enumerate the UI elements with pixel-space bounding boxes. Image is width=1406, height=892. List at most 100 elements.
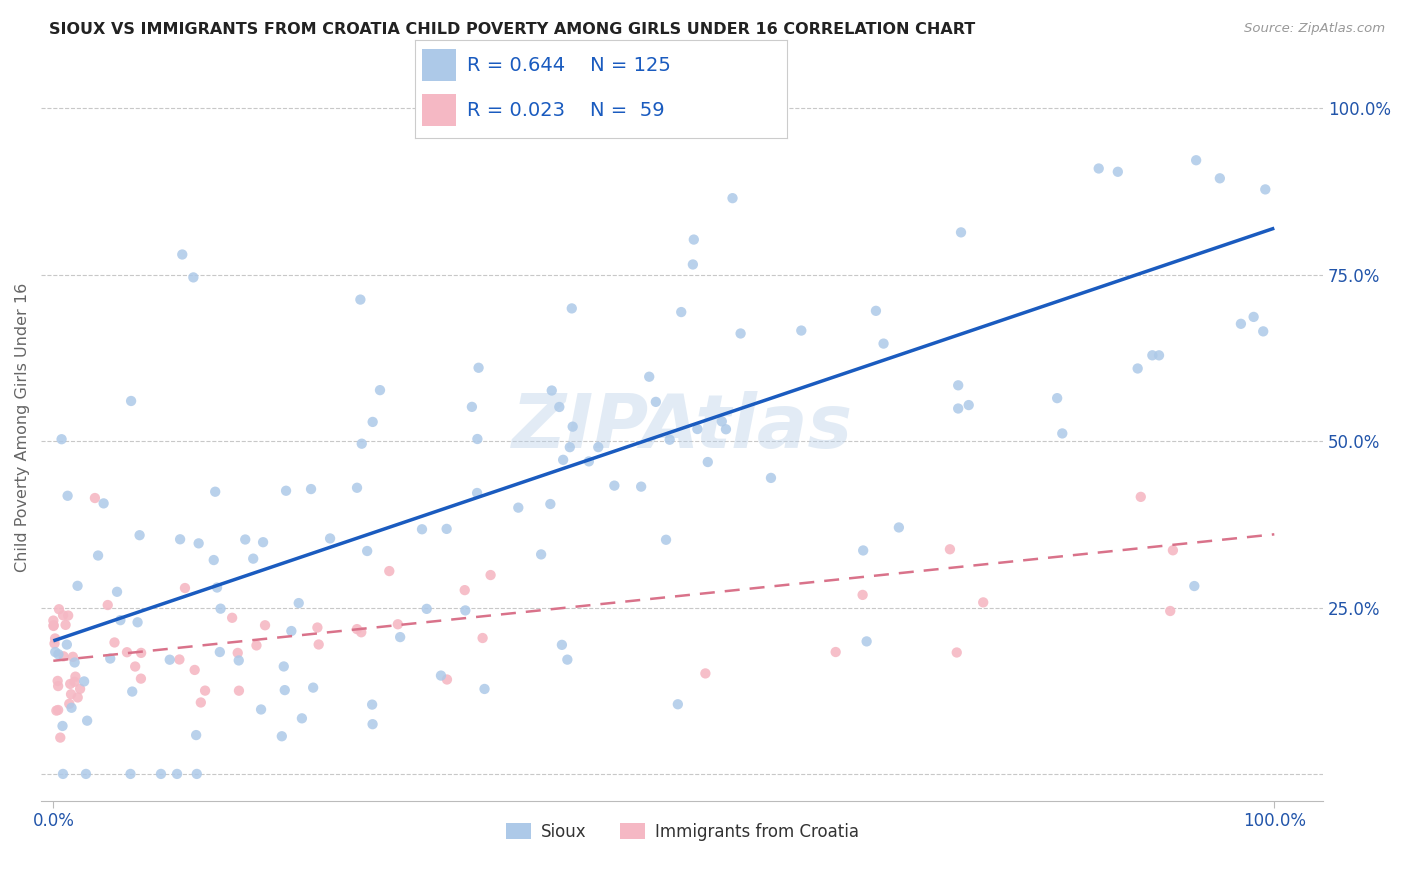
Point <box>245 639 267 653</box>
Point <box>1254 182 1277 196</box>
Point <box>110 613 132 627</box>
Point <box>73 674 96 689</box>
Point <box>97 598 120 612</box>
Point <box>454 603 477 617</box>
Point <box>1142 348 1164 362</box>
Point <box>561 301 583 316</box>
Point <box>120 394 142 409</box>
Point <box>287 596 309 610</box>
Point <box>129 672 152 686</box>
Point <box>48 602 70 616</box>
Point <box>436 673 458 687</box>
Point <box>174 581 197 595</box>
Point <box>75 767 97 781</box>
Point <box>361 717 384 731</box>
Point <box>1159 604 1181 618</box>
Point <box>52 767 75 781</box>
Point <box>759 471 782 485</box>
Point <box>561 419 583 434</box>
Point <box>129 646 152 660</box>
Point <box>66 579 89 593</box>
Point <box>44 645 66 659</box>
Point <box>103 635 125 649</box>
Point <box>939 542 962 557</box>
Point <box>183 270 205 285</box>
Point <box>270 729 292 743</box>
Point <box>1087 161 1109 176</box>
Point <box>169 533 191 547</box>
Point <box>356 544 378 558</box>
Point <box>280 624 302 638</box>
Point <box>49 731 72 745</box>
FancyBboxPatch shape <box>422 95 456 127</box>
Point <box>474 681 496 696</box>
Point <box>233 533 256 547</box>
Point <box>1251 324 1274 338</box>
Point <box>1185 153 1208 168</box>
Point <box>558 440 581 454</box>
Point <box>42 614 65 628</box>
Point <box>228 683 250 698</box>
Point <box>187 536 209 550</box>
Point <box>45 704 67 718</box>
Point <box>557 653 579 667</box>
Point <box>273 659 295 673</box>
FancyBboxPatch shape <box>422 49 456 81</box>
Point <box>44 632 66 646</box>
Point <box>603 478 626 492</box>
Point <box>508 500 530 515</box>
Point <box>202 553 225 567</box>
Legend: Sioux, Immigrants from Croatia: Sioux, Immigrants from Croatia <box>506 822 859 840</box>
Point <box>349 293 371 307</box>
Point <box>58 697 80 711</box>
Point <box>1243 310 1265 324</box>
Point <box>42 618 65 632</box>
Point <box>190 696 212 710</box>
Point <box>205 581 228 595</box>
Point <box>1107 165 1129 179</box>
Point <box>60 700 83 714</box>
Point <box>59 677 82 691</box>
Point <box>204 484 226 499</box>
Point <box>319 532 342 546</box>
Point <box>183 663 205 677</box>
Point <box>467 432 489 446</box>
Point <box>48 647 70 661</box>
Point <box>461 400 484 414</box>
Point <box>42 619 65 633</box>
Point <box>56 638 79 652</box>
Point <box>852 543 875 558</box>
Point <box>56 489 79 503</box>
Point <box>387 617 409 632</box>
Point <box>710 414 733 428</box>
Y-axis label: Child Poverty Among Girls Under 16: Child Poverty Among Girls Under 16 <box>15 284 30 573</box>
Point <box>824 645 846 659</box>
Point <box>950 225 973 239</box>
Point <box>1046 391 1069 405</box>
Point <box>538 497 561 511</box>
Point <box>76 714 98 728</box>
Point <box>945 645 967 659</box>
Point <box>790 324 813 338</box>
Point <box>128 528 150 542</box>
Point <box>46 679 69 693</box>
Point <box>1126 361 1149 376</box>
Point <box>530 548 553 562</box>
Point <box>228 653 250 667</box>
Point <box>209 601 232 615</box>
Point <box>872 336 894 351</box>
Point <box>69 681 91 696</box>
Point <box>578 454 600 468</box>
Point <box>1052 426 1074 441</box>
Point <box>250 702 273 716</box>
Point <box>124 659 146 673</box>
Point <box>169 652 191 666</box>
Point <box>695 666 717 681</box>
Point <box>415 602 437 616</box>
Point <box>471 631 494 645</box>
Point <box>389 630 412 644</box>
Point <box>436 522 458 536</box>
Point <box>1129 490 1152 504</box>
Point <box>226 646 249 660</box>
Point <box>686 422 709 436</box>
